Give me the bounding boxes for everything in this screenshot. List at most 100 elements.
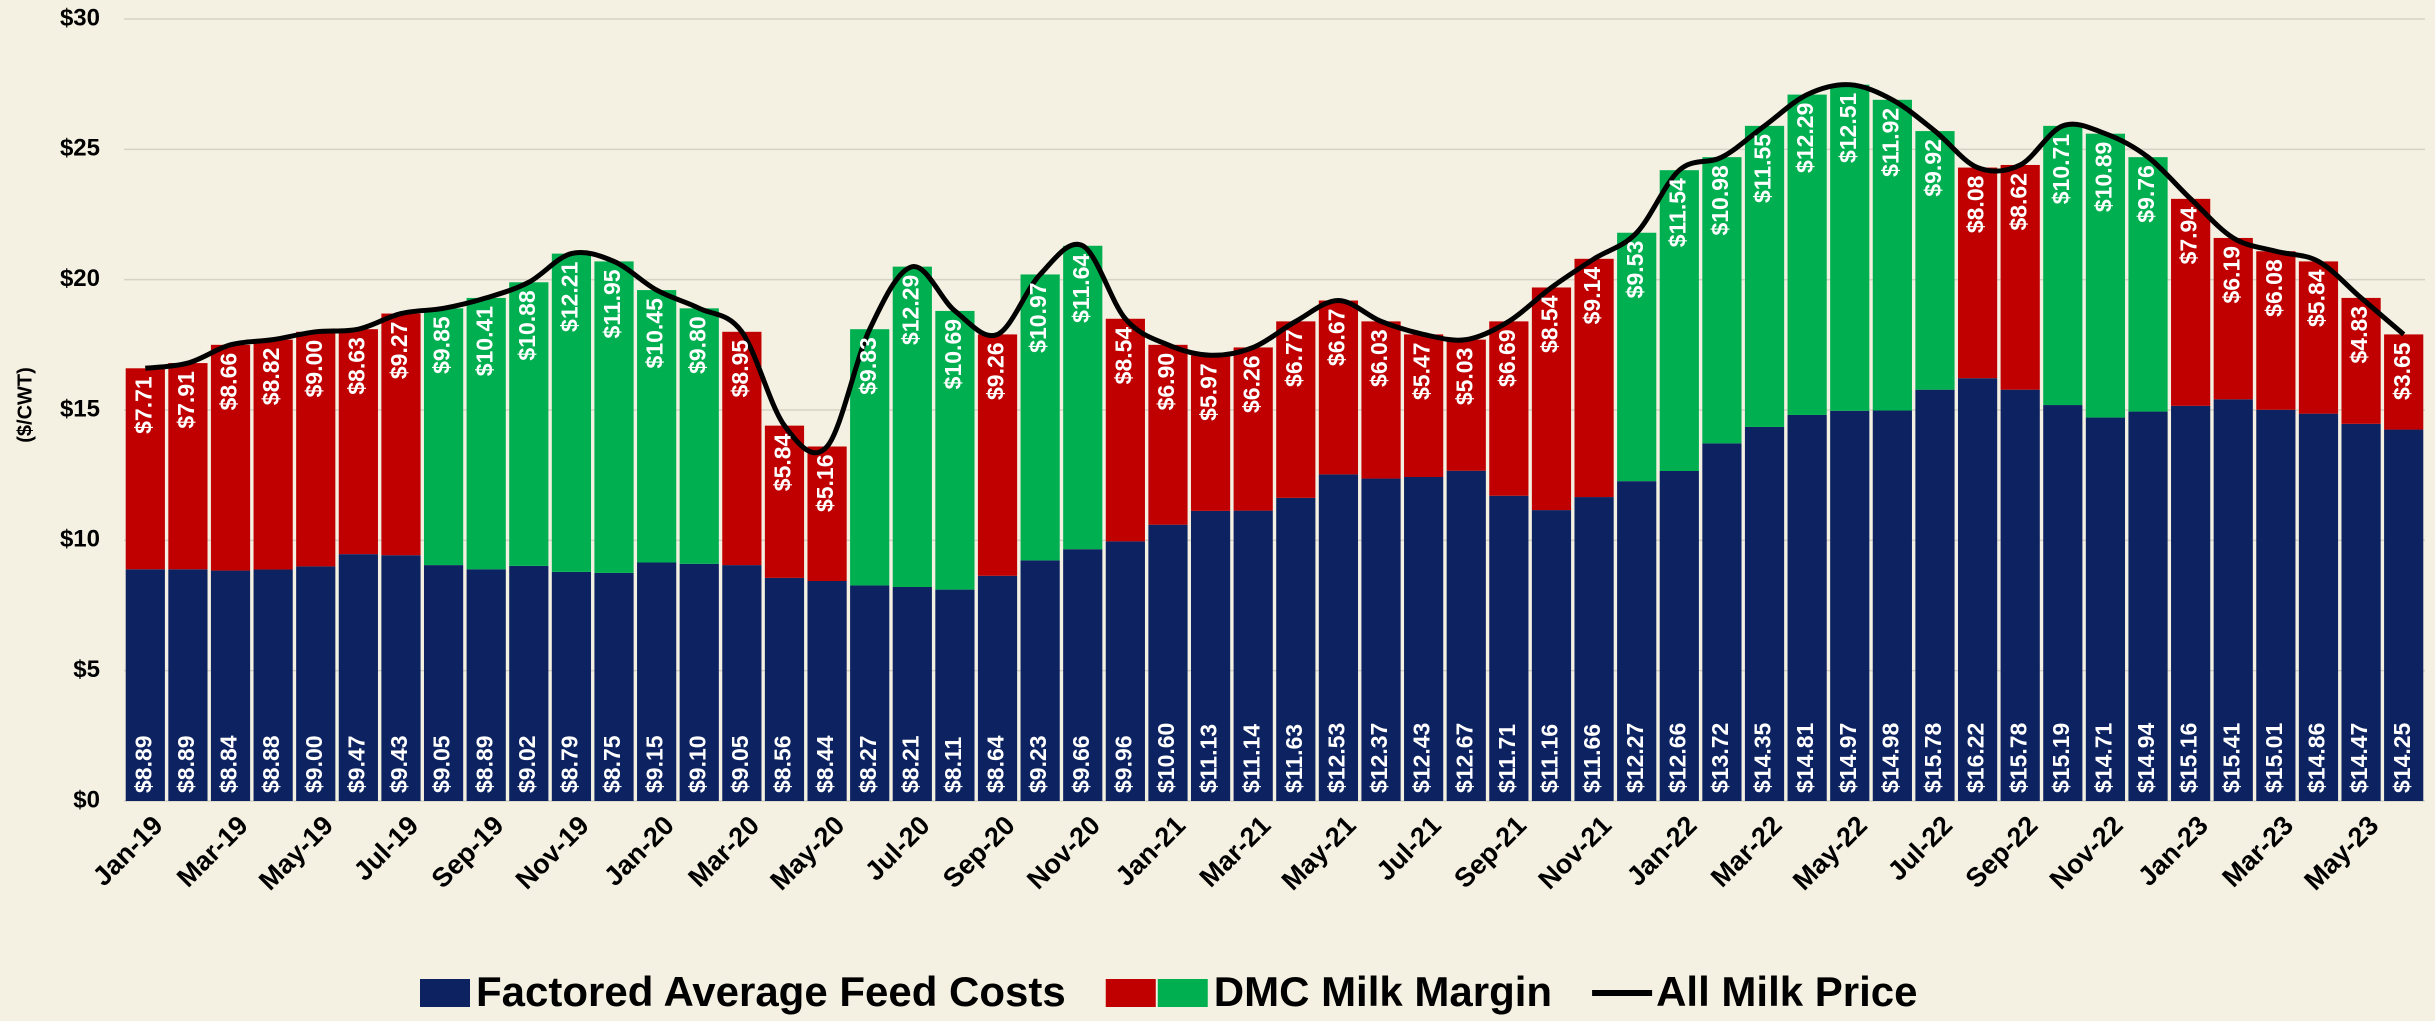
bar-segment — [1744, 125, 1785, 427]
data-label: $12.29 — [897, 275, 923, 345]
bar-segment — [2085, 417, 2126, 801]
data-label: $7.71 — [130, 376, 156, 434]
x-tick-label: Mar-23 — [2216, 810, 2299, 893]
bar-segment — [338, 329, 378, 555]
bar-segment — [423, 565, 464, 801]
bar-segment — [977, 575, 1018, 801]
bar-segment — [2171, 405, 2211, 801]
x-tick-label: Nov-20 — [1021, 810, 1106, 895]
bar-segment — [722, 331, 762, 566]
bar-segment — [1489, 321, 1529, 496]
bar-segment — [1404, 476, 1444, 801]
data-label: $6.69 — [1494, 329, 1520, 387]
data-label: $11.16 — [1537, 724, 1563, 793]
data-label: $8.56 — [770, 735, 796, 793]
legend-swatch — [1105, 979, 1156, 1007]
bar-segment — [1872, 99, 1912, 411]
bar-segment — [1531, 510, 1572, 801]
data-label: $4.83 — [2346, 306, 2372, 364]
data-label: $14.98 — [1877, 722, 1903, 793]
data-label: $6.03 — [1366, 329, 1392, 387]
data-label: $14.94 — [2133, 722, 2159, 793]
data-label: $11.71 — [1494, 724, 1520, 793]
bar-segment — [1404, 334, 1444, 477]
bar-segment — [1148, 344, 1188, 525]
data-label: $8.54 — [1537, 295, 1563, 353]
bar-segment — [1787, 94, 1827, 415]
bar-segment — [2213, 399, 2253, 801]
legend-label: Factored Average Feed Costs — [476, 968, 1066, 1015]
data-label: $14.25 — [2389, 722, 2415, 793]
data-label: $10.41 — [471, 306, 497, 377]
x-tick-label: Sep-20 — [937, 810, 1021, 894]
bar-segment — [1020, 560, 1060, 801]
bar-segment — [679, 308, 719, 564]
data-label: $14.35 — [1750, 722, 1776, 793]
data-label: $11.55 — [1750, 134, 1776, 203]
bar-segment — [1148, 524, 1188, 801]
bar-segment — [551, 253, 592, 572]
data-label: $10.97 — [1025, 282, 1051, 352]
bar-segment — [1020, 274, 1060, 561]
data-label: $9.47 — [343, 735, 369, 793]
bar-segment — [1830, 410, 1870, 801]
bar-segment — [764, 425, 805, 578]
data-label: $12.53 — [1323, 723, 1349, 793]
data-label: $9.85 — [429, 316, 455, 374]
bar-segment — [1063, 245, 1103, 550]
bar-segment — [253, 569, 293, 801]
data-label: $9.26 — [983, 342, 1009, 400]
bar-segment — [168, 363, 208, 570]
data-label: $8.89 — [471, 735, 497, 793]
data-label: $10.98 — [1707, 165, 1733, 236]
data-label: $7.91 — [173, 371, 199, 429]
data-label: $14.86 — [2304, 723, 2330, 793]
data-label: $9.02 — [514, 735, 540, 793]
data-label: $12.21 — [556, 261, 582, 332]
data-label: $9.14 — [1579, 267, 1605, 325]
bar-segment — [2341, 297, 2381, 424]
data-label: $5.84 — [770, 433, 796, 491]
bar-segment — [1318, 474, 1359, 801]
bar-segment — [509, 282, 549, 566]
x-tick-label: Jan-22 — [1621, 810, 1703, 892]
data-label: $9.76 — [2133, 165, 2159, 223]
bar-segment — [1872, 410, 1912, 801]
data-label: $6.67 — [1323, 309, 1349, 367]
data-label: $12.43 — [1409, 723, 1435, 793]
bar-segment — [1233, 347, 1273, 511]
data-label: $8.84 — [216, 735, 242, 793]
bar-segment — [1915, 389, 1955, 801]
bar-segment — [1531, 287, 1572, 511]
x-tick-label: Jul-20 — [859, 810, 935, 886]
bar-segment — [1659, 170, 1699, 471]
data-label: $6.77 — [1281, 329, 1307, 387]
x-tick-label: Mar-20 — [682, 810, 765, 893]
bar-segment — [2000, 164, 2040, 390]
data-label: $9.80 — [684, 316, 710, 374]
y-tick-label: $25 — [60, 135, 100, 162]
data-label: $8.21 — [897, 735, 923, 793]
data-label: $9.92 — [1920, 139, 1946, 197]
data-label: $11.54 — [1664, 178, 1690, 247]
data-label: $11.63 — [1281, 724, 1307, 793]
x-tick-label: Sep-22 — [1960, 810, 2044, 894]
data-label: $9.53 — [1622, 241, 1648, 299]
bar-segment — [2128, 411, 2168, 801]
x-tick-label: Mar-22 — [1705, 810, 1788, 893]
data-label: $12.51 — [1835, 92, 1861, 163]
y-axis-label: ($/CWT) — [14, 367, 36, 443]
data-label: $12.29 — [1792, 103, 1818, 173]
x-tick-label: May-20 — [764, 810, 850, 896]
x-tick-label: May-19 — [253, 810, 339, 896]
x-tick-label: Jan-23 — [2132, 810, 2214, 892]
bar-segment — [125, 569, 165, 801]
bar-segment — [509, 565, 549, 801]
x-tick-label: Jul-22 — [1882, 810, 1958, 886]
x-tick-label: Nov-21 — [1532, 810, 1617, 895]
bar-segment — [423, 308, 464, 566]
data-label: $3.65 — [2389, 342, 2415, 400]
bar-segment — [466, 569, 506, 801]
y-tick-label: $15 — [60, 395, 100, 422]
